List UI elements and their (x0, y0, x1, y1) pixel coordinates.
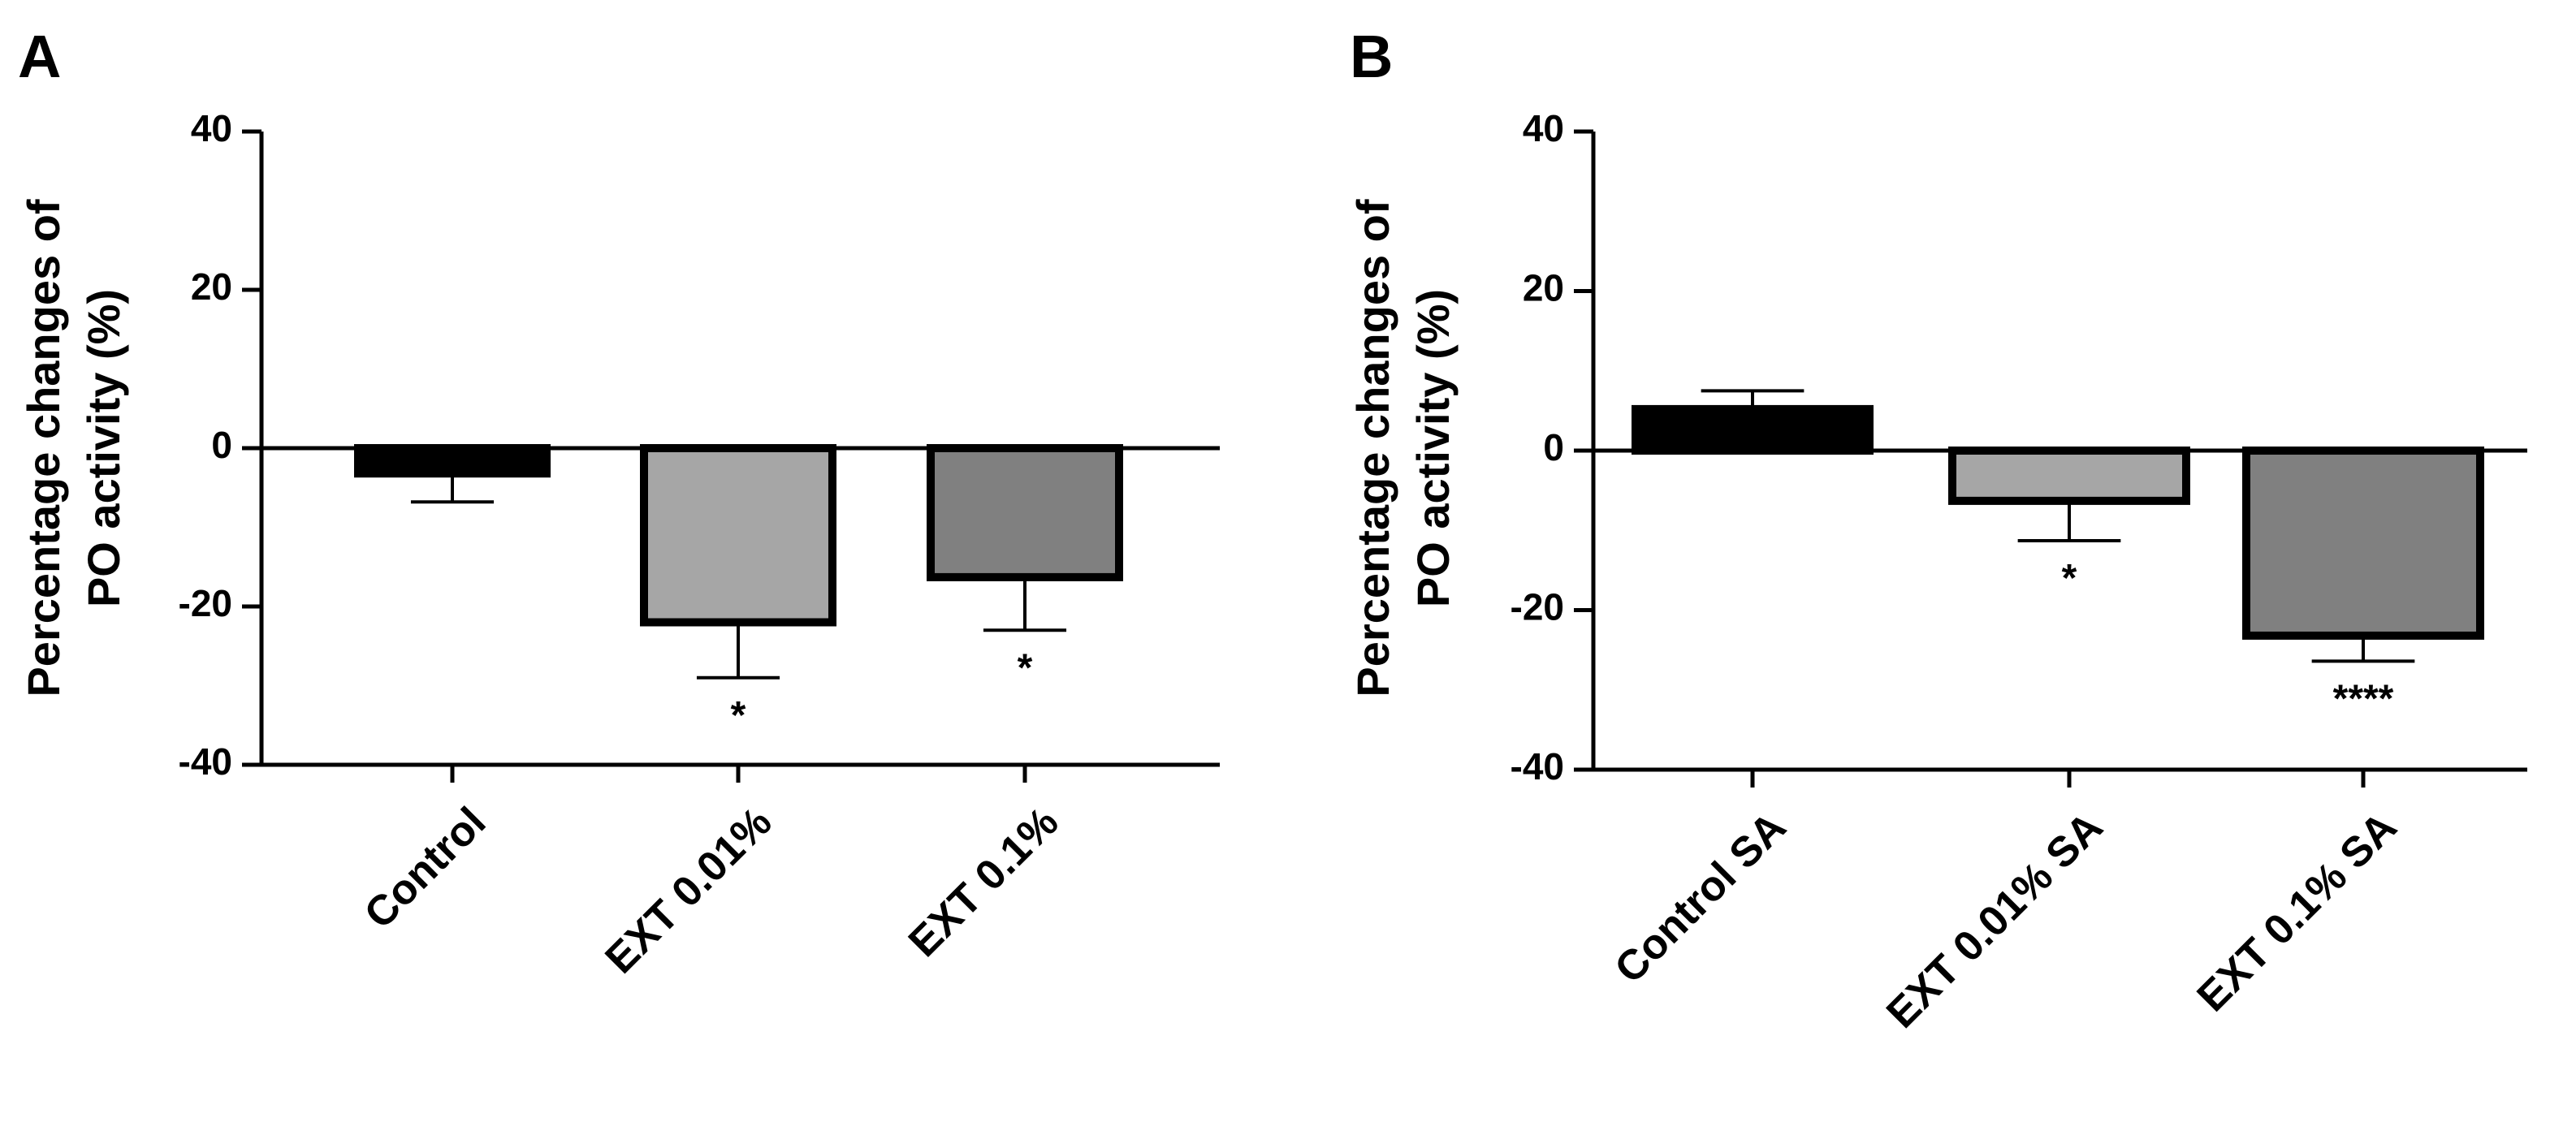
y-tick-label: -40 (1511, 745, 1564, 788)
y-axis-title-line: PO activity (%) (1407, 289, 1459, 607)
panel-a: A Percentage changes of PO activity (%) 40 2… (18, 23, 1220, 982)
y-tick-label: -20 (1511, 586, 1564, 628)
panel-letter: A (18, 23, 61, 90)
bar (927, 444, 1123, 581)
category-label: Control (356, 798, 495, 938)
bar (1948, 447, 2190, 505)
y-axis-title-line: PO activity (%) (78, 289, 129, 607)
category-label: EXT 0.01% (597, 798, 781, 982)
y-tick-label: -40 (179, 740, 232, 783)
y-tick-label: 0 (1543, 426, 1564, 468)
significance-marker: **** (2333, 677, 2394, 720)
category-label: EXT 0.1% (900, 798, 1068, 966)
category-label: EXT 0.1% SA (2189, 803, 2406, 1021)
y-tick-label: 0 (211, 424, 232, 466)
panel-b: B Percentage changes of PO activity (%) 40 2… (1347, 23, 2527, 1038)
bar (1632, 404, 1874, 455)
bar (640, 444, 836, 627)
y-tick-label: 20 (1523, 267, 1564, 309)
significance-marker: * (1018, 646, 1033, 689)
y-axis-title-line: Percentage changes of (1347, 199, 1398, 697)
y-tick-label: -20 (179, 582, 232, 624)
significance-marker: * (731, 694, 746, 737)
category-label: EXT 0.01% SA (1878, 803, 2111, 1037)
bar (2242, 447, 2484, 640)
y-tick-label: 20 (191, 265, 232, 308)
significance-marker: * (2062, 557, 2077, 600)
y-tick-label: 40 (191, 107, 232, 149)
y-tick-label: 40 (1523, 107, 1564, 149)
bar (354, 444, 551, 478)
panel-letter: B (1350, 23, 1393, 90)
y-axis-title-line: Percentage changes of (18, 199, 69, 697)
category-label: Control SA (1606, 803, 1795, 992)
